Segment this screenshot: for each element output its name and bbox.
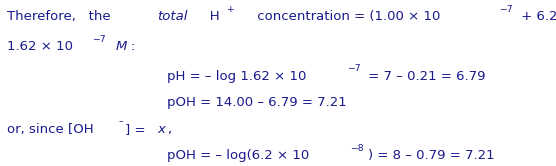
- Text: concentration = (1.00 × 10: concentration = (1.00 × 10: [236, 10, 440, 23]
- Text: pH = – log 1.62 × 10: pH = – log 1.62 × 10: [167, 70, 306, 83]
- Text: −8: −8: [350, 144, 364, 153]
- Text: −7: −7: [346, 64, 360, 73]
- Text: +: +: [226, 5, 234, 14]
- Text: = 7 – 0.21 = 6.79: = 7 – 0.21 = 6.79: [364, 70, 486, 83]
- Text: x: x: [157, 123, 165, 136]
- Text: ) = 8 – 0.79 = 7.21: ) = 8 – 0.79 = 7.21: [368, 149, 494, 162]
- Text: 1.62 × 10: 1.62 × 10: [7, 40, 73, 53]
- Text: H: H: [197, 10, 219, 23]
- Text: or, since [OH: or, since [OH: [7, 123, 94, 136]
- Text: M: M: [116, 40, 127, 53]
- Text: + 6.2 × 10: + 6.2 × 10: [517, 10, 556, 23]
- Text: −7: −7: [499, 5, 513, 14]
- Text: ] =: ] =: [125, 123, 150, 136]
- Text: −7: −7: [92, 35, 106, 43]
- Text: Therefore,   the: Therefore, the: [7, 10, 123, 23]
- Text: ,: ,: [167, 123, 171, 136]
- Text: pOH = – log(6.2 × 10: pOH = – log(6.2 × 10: [167, 149, 309, 162]
- Text: :: :: [130, 40, 135, 53]
- Text: –: –: [119, 118, 123, 126]
- Text: total: total: [157, 10, 188, 23]
- Text: pOH = 14.00 – 6.79 = 7.21: pOH = 14.00 – 6.79 = 7.21: [167, 96, 346, 109]
